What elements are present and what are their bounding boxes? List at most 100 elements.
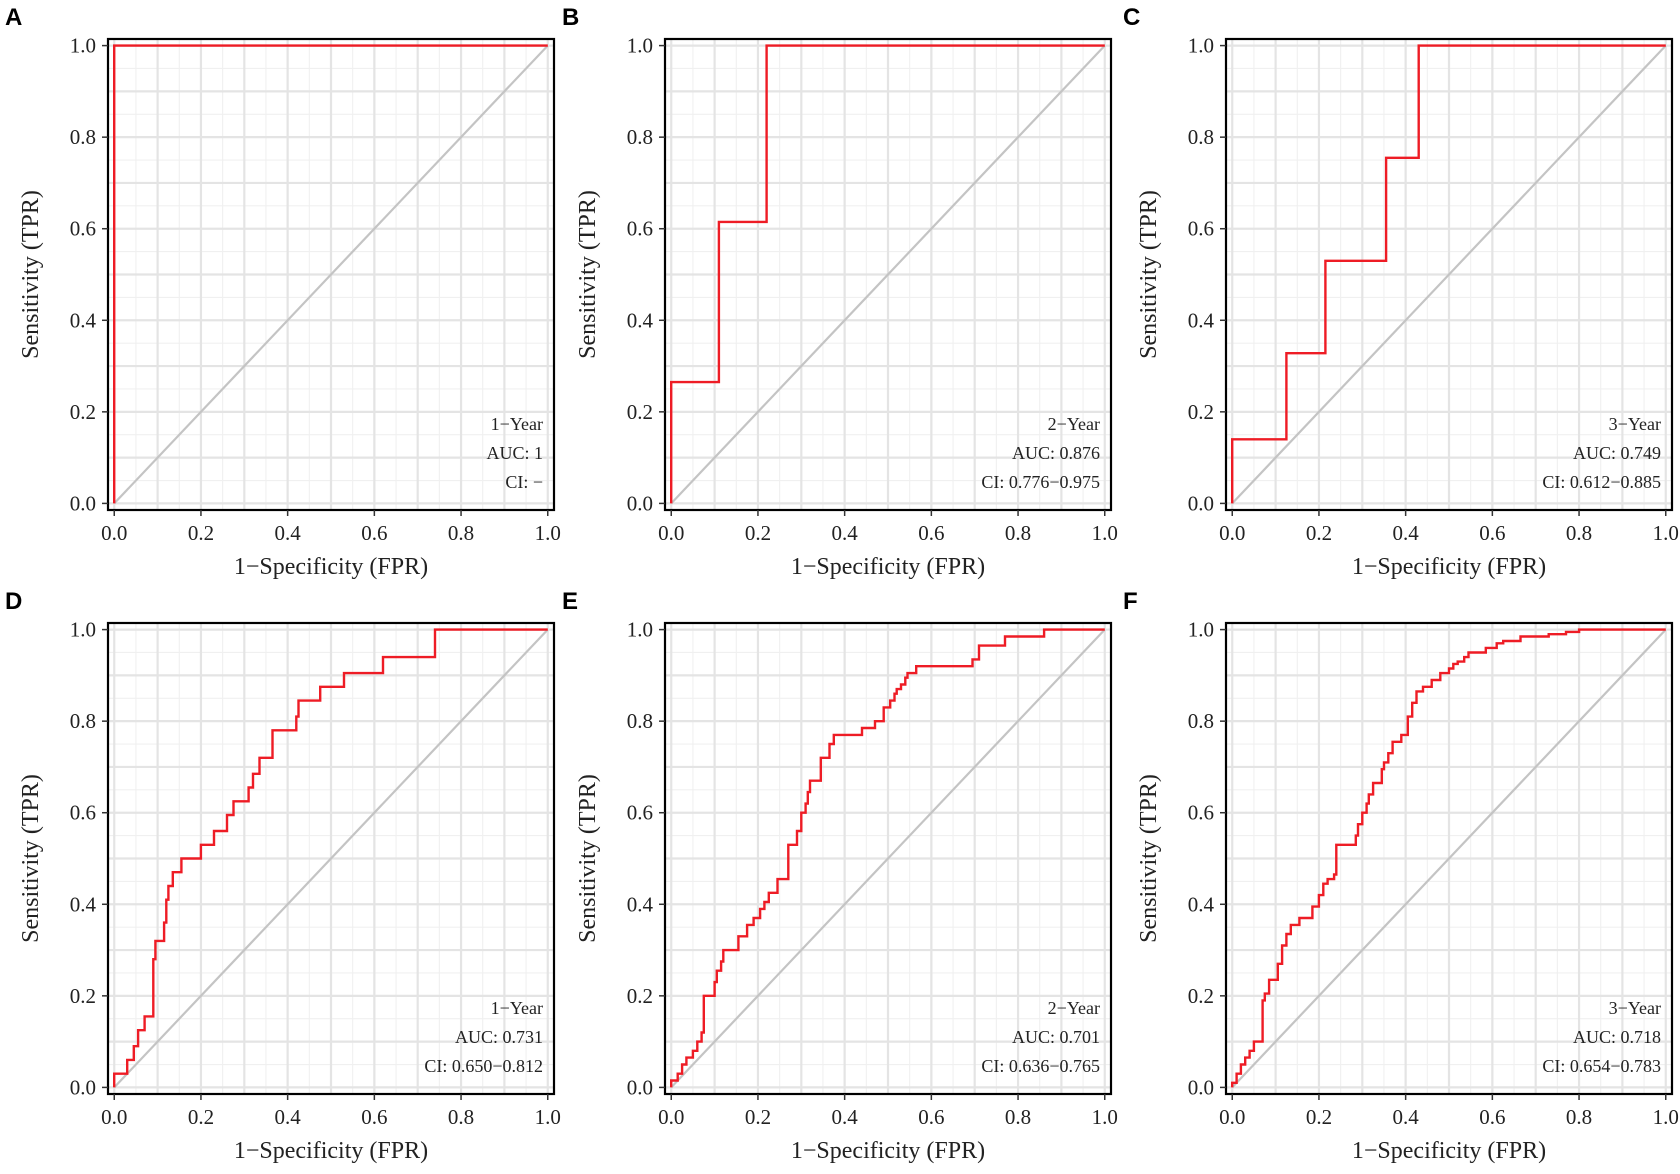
panel-label: D (5, 588, 22, 615)
y-tick-label: 0.4 (70, 892, 97, 916)
x-tick-label: 0.0 (1219, 1105, 1245, 1129)
x-tick-label: 1.0 (1653, 1105, 1679, 1129)
x-tick-label: 0.2 (1306, 521, 1332, 545)
annotation-line: 3−Year (1609, 998, 1661, 1018)
chart-panel-f: F 0.0 0.2 0.4 0.6 0.8 1.0 0.0 0.2 0.4 0.6 0.8 1.0 1−S… (1123, 588, 1679, 1164)
x-tick-label: 0.8 (1566, 1105, 1592, 1129)
roc-curve-line (112, 628, 548, 1088)
roc-curve-line (670, 44, 1105, 504)
x-tick-label: 1.0 (535, 1105, 561, 1129)
x-tick-label: 1.0 (1092, 1105, 1118, 1129)
x-tick-label: 0.0 (658, 1105, 684, 1129)
panel-label: F (1123, 588, 1138, 615)
y-tick-label: 1.0 (70, 34, 96, 58)
y-tick-label: 0.0 (1188, 1075, 1214, 1099)
x-tick-label: 0.0 (658, 521, 684, 545)
y-tick-label: 0.4 (1188, 892, 1215, 916)
y-tick-label: 0.0 (627, 1075, 653, 1099)
x-tick-label: 0.2 (188, 1105, 214, 1129)
x-tick-label: 0.6 (918, 1105, 944, 1129)
x-tick-label: 0.4 (832, 1105, 859, 1129)
y-tick-label: 0.6 (1188, 217, 1214, 241)
y-tick-label: 0.0 (70, 491, 96, 515)
y-tick-label: 0.6 (70, 801, 96, 825)
x-tick-label: 0.8 (448, 521, 474, 545)
annotation-line: CI: 0.654−0.783 (1542, 1056, 1661, 1076)
x-tick-label: 0.4 (1393, 1105, 1420, 1129)
y-axis-title: Sensitivity (TPR) (18, 190, 44, 359)
y-tick-label: 0.4 (627, 308, 654, 332)
chart-panel-d: D 0.0 0.2 0.4 0.6 0.8 1.0 0.0 0.2 0.4 0.6 0.8 1.0 1−S… (5, 588, 561, 1164)
grid (1226, 39, 1672, 510)
plot-frame (663, 37, 1113, 512)
y-tick-label: 0.6 (627, 801, 653, 825)
reference-diagonal-line (670, 44, 1106, 505)
y-tick-label: 1.0 (627, 34, 653, 58)
annotation-line: AUC: 1 (486, 443, 543, 463)
y-tick-label: 0.0 (627, 491, 653, 515)
y-tick-label: 0.6 (627, 217, 653, 241)
x-tick-label: 0.0 (101, 521, 127, 545)
annotation-line: AUC: 0.876 (1012, 443, 1100, 463)
y-tick-label: 0.2 (627, 984, 653, 1008)
y-tick-label: 0.4 (1188, 308, 1215, 332)
y-tick-label: 0.8 (1188, 709, 1214, 733)
y-tick-label: 0.8 (70, 709, 96, 733)
reference-diagonal-line (670, 628, 1106, 1089)
x-tick-label: 0.8 (1005, 1105, 1031, 1129)
annotation-line: AUC: 0.701 (1012, 1027, 1100, 1047)
x-tick-label: 0.0 (101, 1105, 127, 1129)
grid (665, 39, 1111, 510)
annotation-line: 3−Year (1609, 414, 1661, 434)
panel-label: B (562, 4, 579, 31)
y-axis-title: Sensitivity (TPR) (1136, 774, 1162, 943)
reference-diagonal-line (113, 44, 549, 505)
y-tick-label: 0.0 (1188, 491, 1214, 515)
annotation-line: CI: 0.776−0.975 (981, 472, 1100, 492)
plot-frame (106, 37, 556, 512)
y-tick-label: 0.8 (1188, 125, 1214, 149)
roc-curve-line (112, 44, 548, 504)
annotation-line: CI: 0.612−0.885 (1542, 472, 1661, 492)
x-axis-title: 1−Specificity (FPR) (234, 554, 428, 580)
x-tick-label: 1.0 (1092, 521, 1118, 545)
x-tick-label: 0.8 (1005, 521, 1031, 545)
x-axis-title: 1−Specificity (FPR) (234, 1138, 428, 1164)
x-axis-title: 1−Specificity (FPR) (1352, 1138, 1546, 1164)
annotation-line: AUC: 0.731 (455, 1027, 543, 1047)
annotation-line: 1−Year (491, 998, 543, 1018)
chart-panel-b: B 0.0 0.2 0.4 0.6 0.8 1.0 0.0 0.2 0.4 0.6 0.8 1.0 1−S… (562, 4, 1118, 580)
x-tick-label: 0.2 (188, 521, 214, 545)
x-tick-label: 0.4 (1393, 521, 1420, 545)
x-tick-label: 0.6 (1479, 1105, 1505, 1129)
x-axis-title: 1−Specificity (FPR) (791, 554, 985, 580)
reference-diagonal-line (1231, 628, 1667, 1089)
y-tick-label: 1.0 (70, 618, 96, 642)
annotation-line: CI: − (505, 472, 543, 492)
y-tick-label: 0.8 (70, 125, 96, 149)
x-tick-label: 0.4 (832, 521, 859, 545)
chart-panel-e: E 0.0 0.2 0.4 0.6 0.8 1.0 0.0 0.2 0.4 0.6 0.8 1.0 1−S… (562, 588, 1118, 1164)
x-tick-label: 0.6 (1479, 521, 1505, 545)
y-axis-title: Sensitivity (TPR) (575, 774, 601, 943)
annotation-line: AUC: 0.718 (1573, 1027, 1661, 1047)
roc-curve-line (1230, 44, 1666, 504)
x-tick-label: 0.4 (275, 1105, 302, 1129)
x-tick-label: 0.6 (918, 521, 944, 545)
y-tick-label: 0.4 (627, 892, 654, 916)
reference-diagonal-line (113, 628, 549, 1089)
y-tick-label: 0.2 (1188, 984, 1214, 1008)
y-tick-label: 0.8 (627, 125, 653, 149)
y-axis-title: Sensitivity (TPR) (575, 190, 601, 359)
y-tick-label: 0.2 (1188, 400, 1214, 424)
annotation-line: 2−Year (1048, 998, 1100, 1018)
x-tick-label: 0.2 (745, 521, 771, 545)
y-tick-label: 1.0 (1188, 618, 1214, 642)
x-tick-label: 0.2 (1306, 1105, 1332, 1129)
y-tick-label: 0.6 (1188, 801, 1214, 825)
x-tick-label: 0.0 (1219, 521, 1245, 545)
plot-frame (663, 621, 1113, 1096)
panel-label: A (5, 4, 22, 31)
grid (108, 623, 554, 1094)
